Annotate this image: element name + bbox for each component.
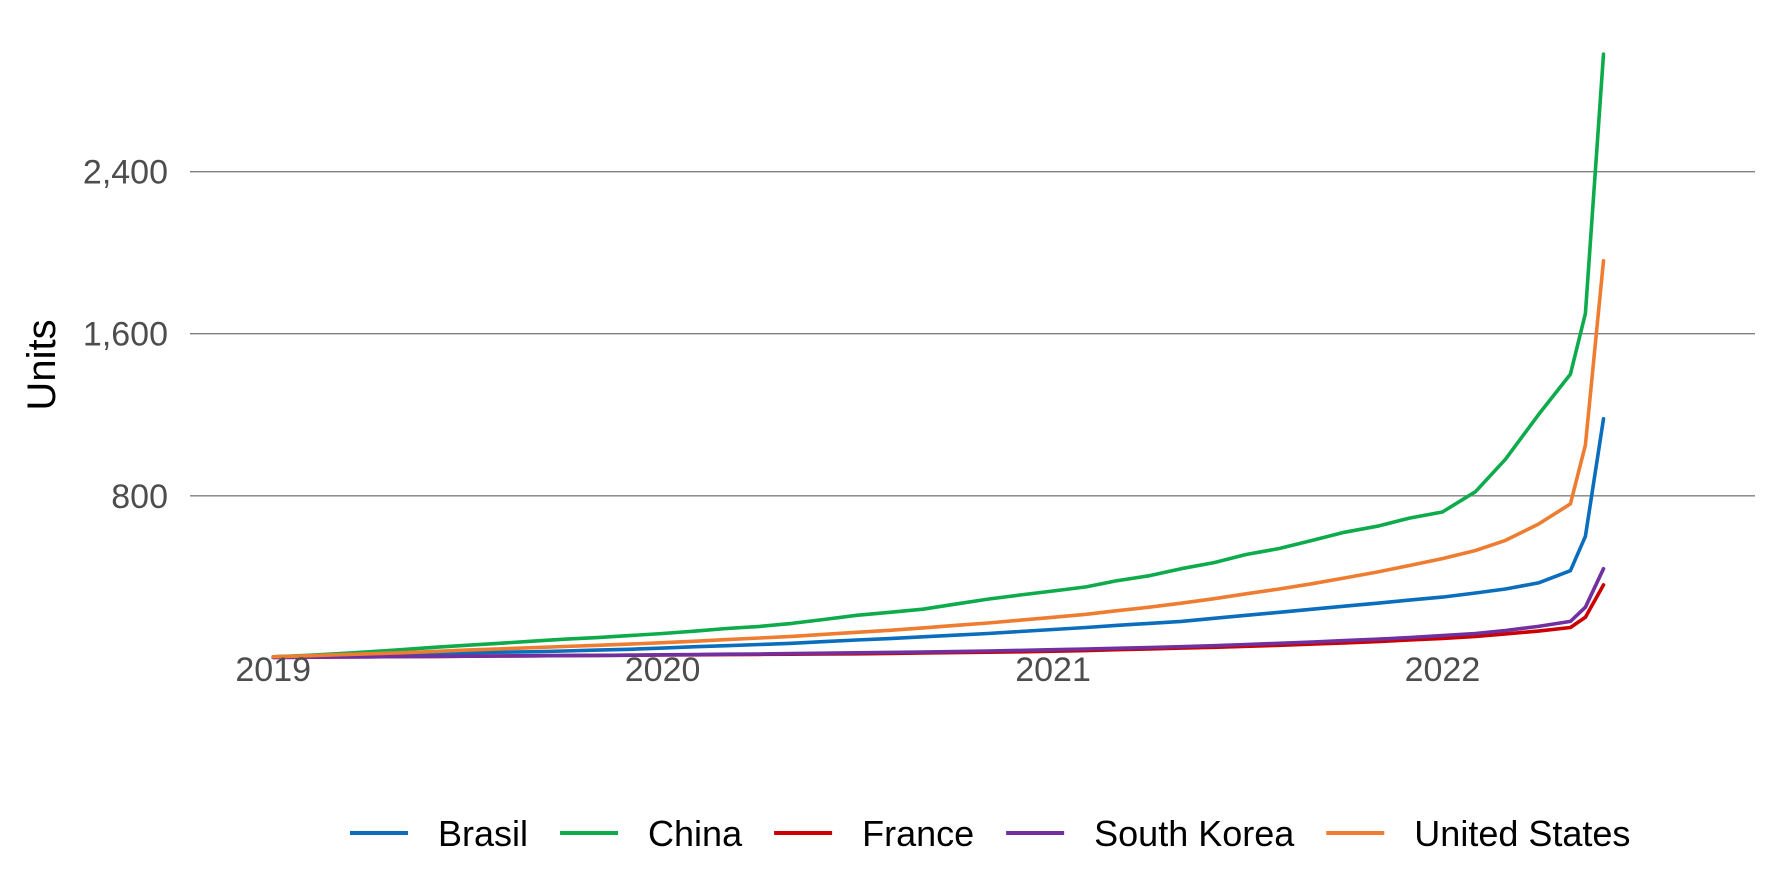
series-line-brasil [271, 416, 1606, 659]
x-tick-label: 2021 [1015, 651, 1091, 689]
series-line-south-korea [271, 566, 1606, 660]
legend-label-united-states: United States [1414, 813, 1630, 854]
x-tick-label: 2020 [625, 651, 701, 689]
legend-label-france: France [862, 813, 974, 854]
y-axis-tick-labels: 800 1,600 2,400 [83, 154, 168, 516]
x-axis-tick-labels: 2019 2020 2021 2022 [235, 651, 1480, 689]
y-tick-label: 1,600 [83, 316, 168, 354]
series-line-united-states [271, 258, 1606, 659]
y-tick-label: 800 [111, 478, 168, 516]
legend-label-brasil: Brasil [438, 813, 528, 854]
grid-lines [190, 170, 1755, 497]
y-tick-label: 2,400 [83, 154, 168, 192]
x-tick-label: 2022 [1405, 651, 1481, 689]
series-lines [271, 52, 1606, 660]
legend-label-china: China [648, 813, 743, 854]
x-tick-label: 2019 [235, 651, 311, 689]
series-line-china [271, 52, 1606, 659]
legend: Brasil China France South Korea United State… [350, 813, 1630, 854]
y-axis-title: Units [20, 319, 64, 410]
legend-label-south-korea: South Korea [1094, 813, 1295, 854]
